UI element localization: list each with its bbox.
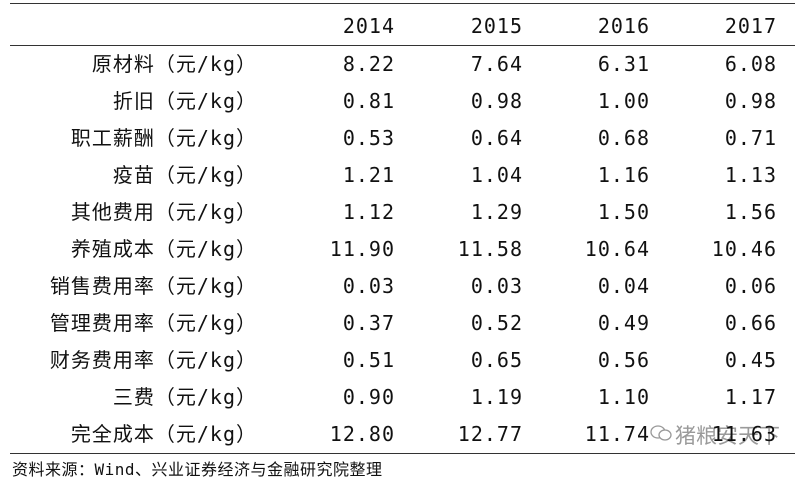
table-cell: 0.64 [470, 126, 523, 150]
top-rule [10, 3, 795, 4]
watermark-icon [650, 425, 672, 441]
table-cell: 8.22 [342, 52, 395, 76]
watermark: 猪粮安天下 [675, 424, 780, 448]
row-label: 完全成本（元/kg） [70, 422, 257, 446]
column-header: 2015 [470, 14, 523, 38]
table-cell: 0.71 [724, 126, 777, 150]
table-cell: 0.04 [597, 274, 650, 298]
table-cell: 1.16 [597, 163, 650, 187]
table-cell: 1.12 [342, 200, 395, 224]
table-cell: 0.03 [342, 274, 395, 298]
table-cell: 0.66 [724, 311, 777, 335]
table-cell: 1.10 [597, 385, 650, 409]
table-cell: 0.52 [470, 311, 523, 335]
table-cell: 12.80 [329, 422, 395, 446]
table-cell: 10.64 [584, 237, 650, 261]
table-cell: 7.64 [470, 52, 523, 76]
row-label: 折旧（元/kg） [112, 89, 257, 113]
table-cell: 12.77 [457, 422, 523, 446]
row-label: 销售费用率（元/kg） [49, 274, 257, 298]
table-cell: 11.74 [584, 422, 650, 446]
row-label: 疫苗（元/kg） [112, 163, 257, 187]
table-cell: 1.50 [597, 200, 650, 224]
row-label: 财务费用率（元/kg） [49, 348, 257, 372]
table-cell: 1.17 [724, 385, 777, 409]
table-cell: 1.29 [470, 200, 523, 224]
table-cell: 6.31 [597, 52, 650, 76]
table-cell: 0.51 [342, 348, 395, 372]
table-cell: 0.53 [342, 126, 395, 150]
table-cell: 0.68 [597, 126, 650, 150]
table-cell: 0.98 [470, 89, 523, 113]
row-label: 职工薪酬（元/kg） [70, 126, 257, 150]
bottom-rule [10, 453, 795, 454]
table-cell: 0.45 [724, 348, 777, 372]
table-cell: 0.06 [724, 274, 777, 298]
table-cell: 11.58 [457, 237, 523, 261]
column-header: 2016 [597, 14, 650, 38]
table-cell: 0.49 [597, 311, 650, 335]
table-cell: 1.21 [342, 163, 395, 187]
table-cell: 11.90 [329, 237, 395, 261]
table-cell: 1.56 [724, 200, 777, 224]
row-label: 管理费用率（元/kg） [49, 311, 257, 335]
table-cell: 0.98 [724, 89, 777, 113]
table-cell: 10.46 [711, 237, 777, 261]
row-label: 养殖成本（元/kg） [70, 237, 257, 261]
table-cell: 1.04 [470, 163, 523, 187]
column-header: 2017 [724, 14, 777, 38]
row-label: 原材料（元/kg） [91, 52, 257, 76]
column-header: 2014 [342, 14, 395, 38]
table-cell: 6.08 [724, 52, 777, 76]
table-cell: 0.65 [470, 348, 523, 372]
header-rule [10, 45, 795, 46]
table-cell: 0.90 [342, 385, 395, 409]
source-note: 资料来源：Wind、兴业证券经济与金融研究院整理 [12, 460, 383, 479]
table-cell: 0.37 [342, 311, 395, 335]
table-cell: 1.00 [597, 89, 650, 113]
table-cell: 11.63 [711, 422, 777, 446]
table-cell: 1.13 [724, 163, 777, 187]
row-label: 三费（元/kg） [112, 385, 257, 409]
table-cell: 0.56 [597, 348, 650, 372]
table-cell: 1.19 [470, 385, 523, 409]
table-cell: 0.03 [470, 274, 523, 298]
row-label: 其他费用（元/kg） [70, 200, 257, 224]
table-cell: 0.81 [342, 89, 395, 113]
